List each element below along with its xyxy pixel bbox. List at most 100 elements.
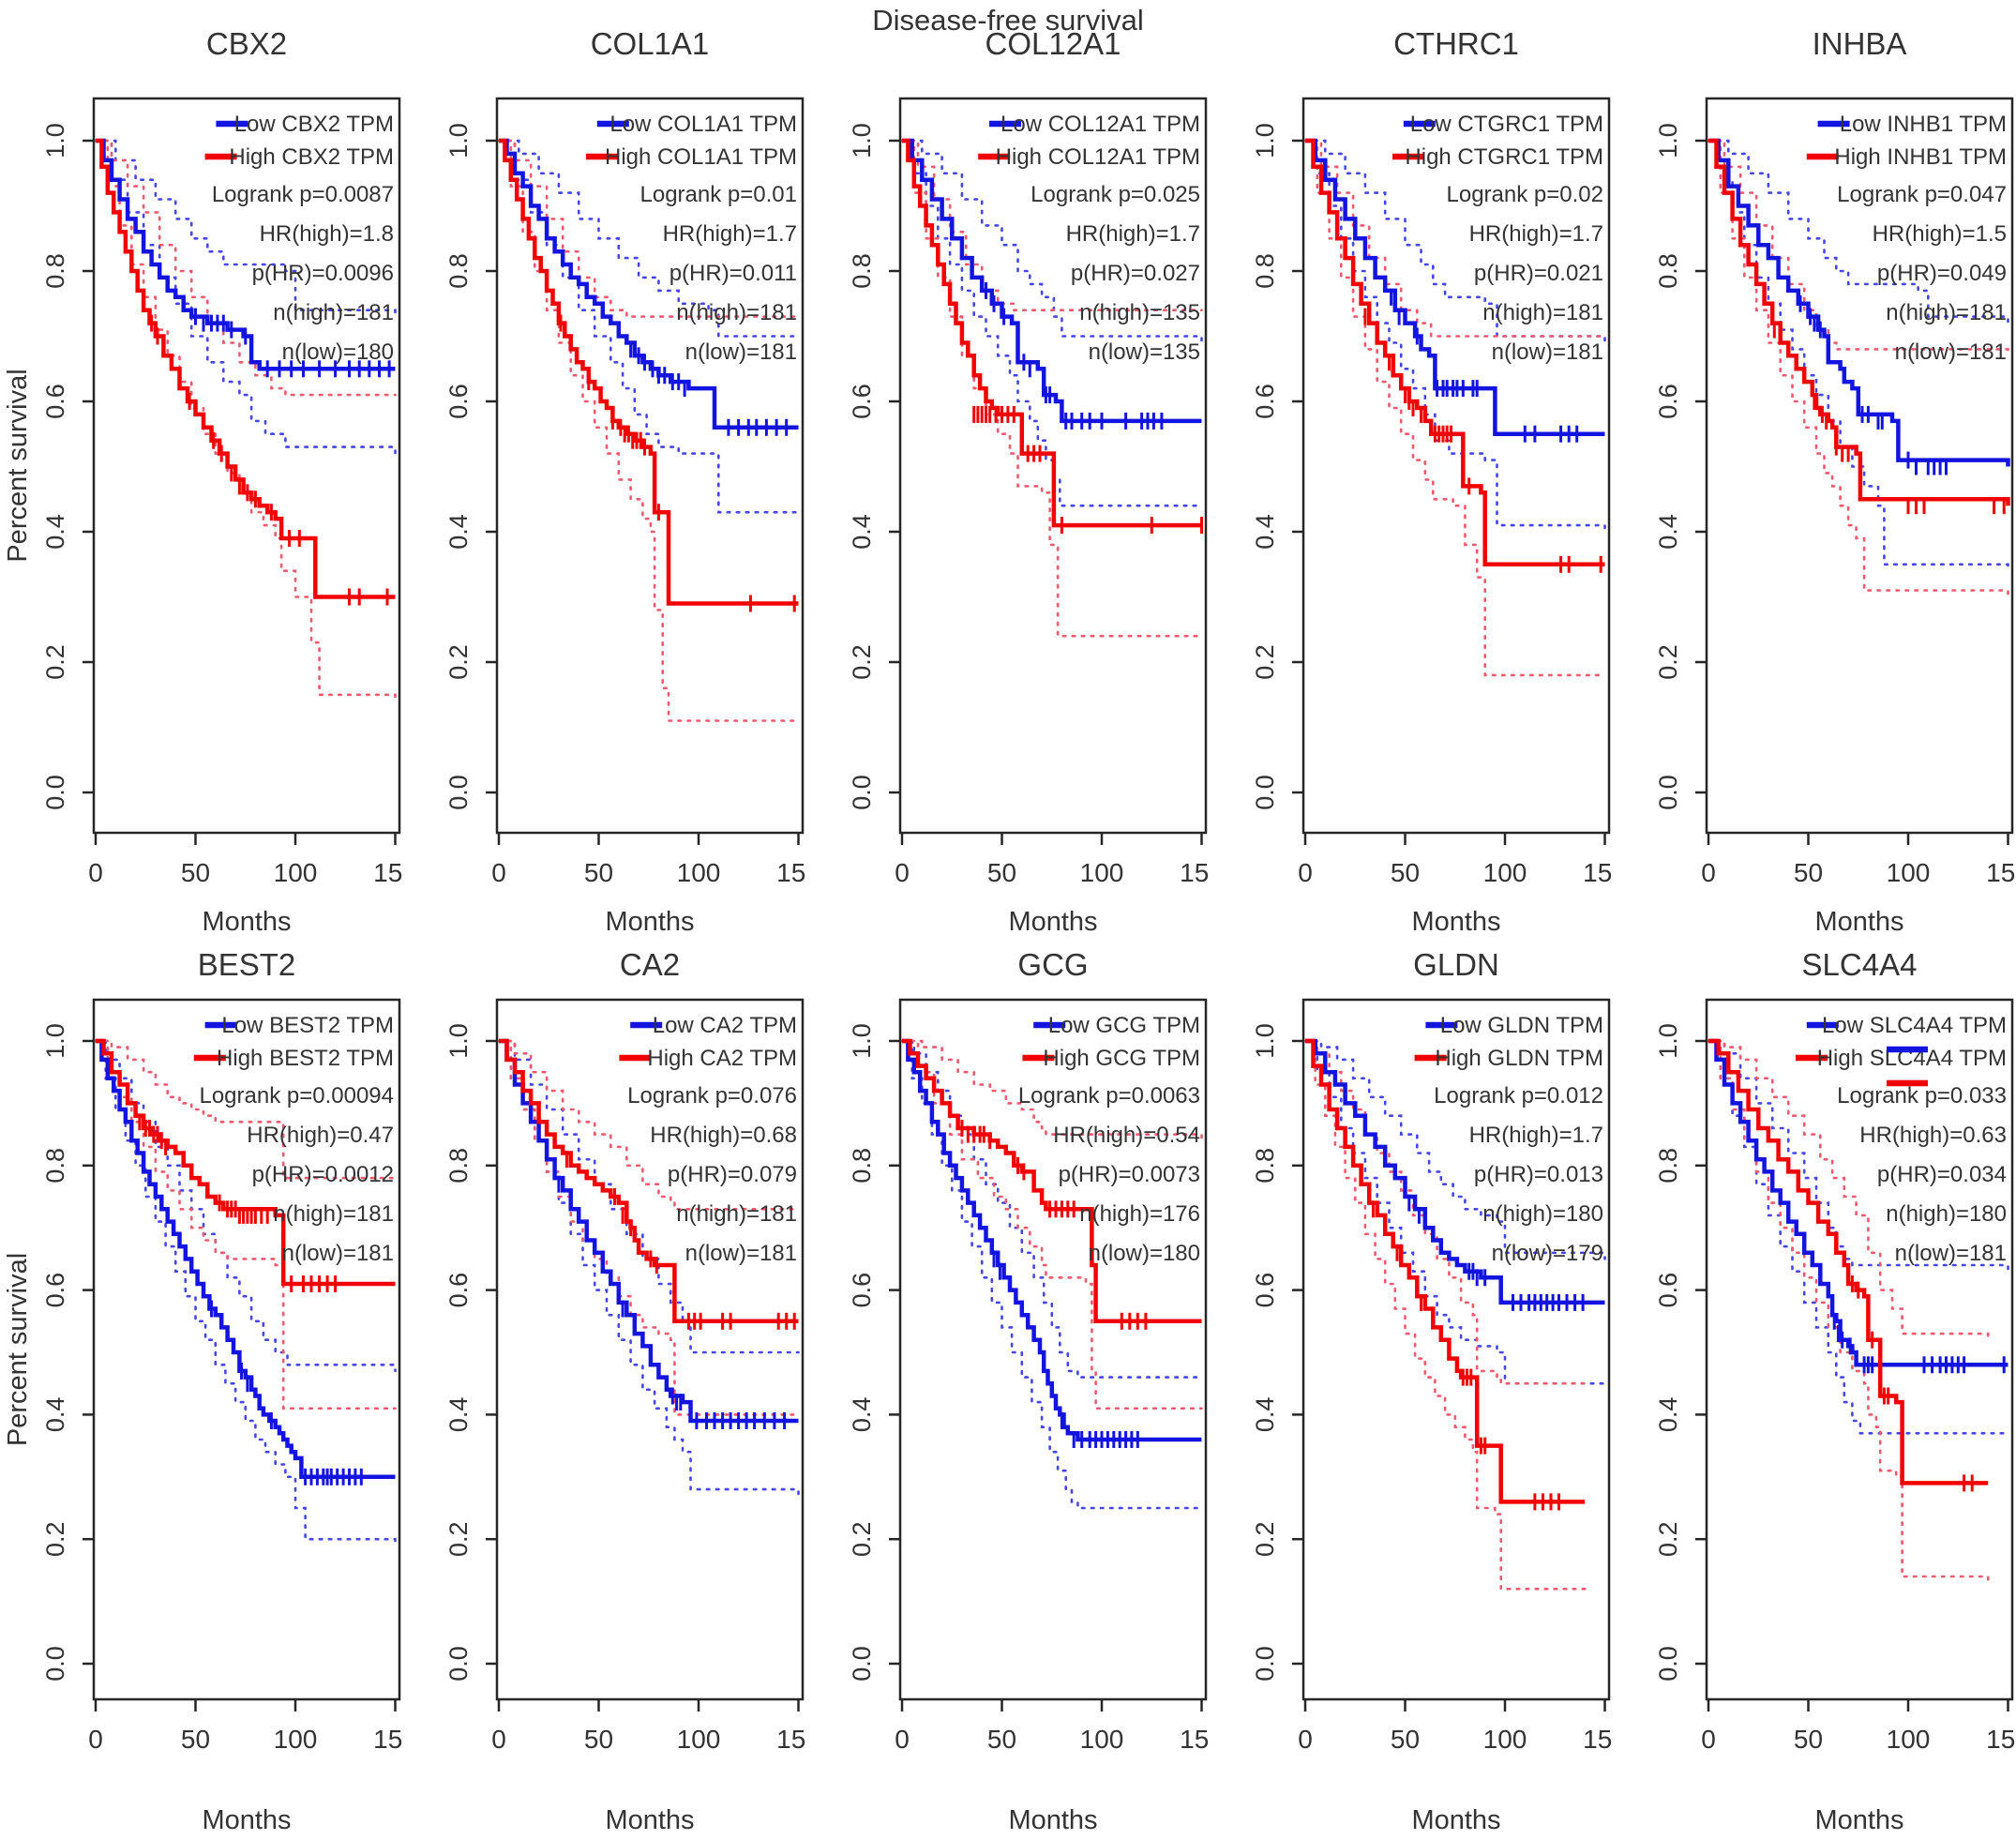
censor-ticks-high-COL12A1 — [972, 405, 1203, 535]
x-tick-label: 50 — [181, 858, 210, 887]
ci-upper-high-COL12A1 — [901, 139, 1203, 311]
y-tick-label: 0.2 — [848, 1521, 876, 1557]
legend-label-low-CTHRC1: Low CTGRC1 TPM — [1410, 112, 1603, 137]
legend-label-high-COL12A1: High COL12A1 TPM — [996, 144, 1200, 170]
x-axis-label-SLC4A4: Months — [1814, 1805, 1903, 1835]
stat-line-GCG-1: HR(high)=0.54 — [1053, 1123, 1200, 1148]
x-tick-label: 100 — [274, 858, 318, 887]
stat-line-COL1A1-2: p(HR)=0.011 — [669, 261, 797, 286]
x-tick-label: 50 — [584, 858, 613, 887]
stat-line-SLC4A4-0: Logrank p=0.033 — [1837, 1083, 2007, 1109]
y-tick-label: 0.2 — [848, 644, 876, 680]
x-tick-label: 50 — [987, 1725, 1016, 1754]
censor-ticks-low-COL12A1 — [985, 281, 1164, 430]
y-tick-label: 1.0 — [1654, 1023, 1682, 1059]
ci-lower-high-INHBA — [1708, 139, 2009, 598]
censor-ticks-low-INHBA — [1798, 294, 1948, 475]
censor-ticks-low-GLDN — [1407, 1194, 1585, 1311]
y-tick-label: 1.0 — [444, 123, 473, 158]
ci-lower-low-CBX2 — [95, 139, 397, 455]
ci-upper-low-GCG — [901, 1039, 1203, 1379]
stat-line-CBX2-4: n(low)=180 — [282, 339, 394, 365]
stat-line-COL1A1-1: HR(high)=1.7 — [663, 221, 797, 247]
km-curve-high-INHBA — [1708, 138, 2010, 506]
y-tick-label: 0.8 — [1251, 253, 1279, 289]
x-tick-label: 150 — [373, 1725, 403, 1754]
stat-line-BEST2-1: HR(high)=0.47 — [247, 1123, 394, 1148]
stat-line-CA2-0: Logrank p=0.076 — [627, 1083, 797, 1109]
x-tick-label: 50 — [987, 858, 1016, 887]
y-tick-label: 1.0 — [848, 1023, 876, 1059]
legend-label-low-INHBA: Low INHB1 TPM — [1840, 112, 2007, 137]
curves-CTHRC1 — [1304, 138, 1606, 677]
x-tick-label: 0 — [88, 858, 103, 887]
censor-ticks-high-INHBA — [1772, 321, 2006, 515]
stat-line-CTHRC1-1: HR(high)=1.7 — [1469, 221, 1603, 247]
ci-upper-low-GLDN — [1304, 1039, 1606, 1260]
x-tick-label: 0 — [88, 1725, 103, 1754]
plot-box-CTHRC1 — [1301, 97, 1611, 835]
plot-box-CBX2 — [92, 97, 401, 835]
legend-label-high-CTHRC1: High CTGRC1 TPM — [1405, 144, 1603, 170]
x-tick-label: 100 — [1887, 858, 1931, 887]
x-tick-label: 100 — [677, 1725, 721, 1754]
y-tick-label: 0.0 — [1251, 1646, 1279, 1682]
x-tick-label: 0 — [1701, 858, 1716, 887]
stat-line-SLC4A4-4: n(low)=181 — [1895, 1241, 2007, 1266]
curves-BEST2 — [95, 1038, 397, 1547]
y-tick-label: 0.0 — [848, 775, 876, 810]
legend-label-high-INHBA: High INHB1 TPM — [1834, 144, 2007, 170]
curves-COL12A1 — [901, 138, 1203, 638]
plot-title-BEST2: BEST2 — [198, 947, 296, 982]
km-plot-BEST2: BEST2 0 50 100 150 1.0 0.8 0.6 0.4 0.2 0.0 Months Pe… — [3, 947, 403, 1835]
x-tick-label: 0 — [1298, 858, 1313, 887]
stat-line-SLC4A4-1: HR(high)=0.63 — [1859, 1123, 2007, 1148]
x-axis-label-INHBA: Months — [1814, 907, 1903, 937]
x-tick-label: 0 — [1298, 1725, 1313, 1754]
y-tick-label: 0.6 — [1251, 1273, 1279, 1308]
y-tick-label: 0.4 — [41, 514, 69, 550]
km-curve-high-COL1A1 — [499, 138, 799, 606]
x-tick-label: 100 — [274, 1725, 318, 1754]
x-tick-label: 100 — [1080, 1725, 1124, 1754]
x-tick-label: 150 — [776, 1725, 806, 1754]
ci-upper-low-CA2 — [498, 1039, 800, 1354]
legend-label-high-CA2: High CA2 TPM — [647, 1046, 797, 1071]
curves-SLC4A4 — [1708, 1038, 2009, 1584]
y-tick-label: 1.0 — [41, 123, 69, 158]
y-tick-label: 1.0 — [41, 1023, 69, 1059]
x-tick-label: 150 — [1583, 1725, 1613, 1754]
x-tick-label: 0 — [491, 858, 506, 887]
censor-ticks-high-CBX2 — [150, 314, 389, 606]
ci-upper-low-SLC4A4 — [1708, 1039, 2009, 1273]
censor-ticks-high-COL1A1 — [559, 314, 796, 612]
x-tick-label: 150 — [1180, 858, 1210, 887]
km-plot-GLDN: GLDN 0 50 100 150 1.0 0.8 0.6 0.4 0.2 0.0 Months Low… — [1251, 947, 1613, 1835]
stat-line-COL12A1-0: Logrank p=0.025 — [1031, 182, 1200, 207]
stat-line-GCG-4: n(low)=180 — [1089, 1241, 1200, 1266]
censor-ticks-low-CBX2 — [194, 308, 391, 378]
stat-line-COL1A1-3: n(high)=181 — [676, 300, 797, 325]
ci-lower-high-CTHRC1 — [1304, 139, 1606, 677]
y-tick-label: 0.6 — [41, 1273, 69, 1308]
y-axis-label: Percent survival — [3, 1253, 33, 1446]
stat-line-INHBA-2: p(HR)=0.049 — [1877, 261, 2007, 286]
y-tick-label: 0.2 — [41, 644, 69, 680]
y-tick-label: 0.6 — [848, 1273, 876, 1308]
legend-label-low-CA2: Low CA2 TPM — [653, 1013, 797, 1038]
y-tick-label: 1.0 — [1654, 123, 1682, 158]
stat-line-CA2-1: HR(high)=0.68 — [650, 1123, 797, 1148]
ci-lower-low-BEST2 — [95, 1039, 397, 1547]
km-plot-CTHRC1: CTHRC1 0 50 100 150 1.0 0.8 0.6 0.4 0.2 0.0 Months L… — [1251, 26, 1613, 937]
legend-label-low-BEST2: Low BEST2 TPM — [221, 1013, 394, 1038]
stat-line-INHBA-3: n(high)=181 — [1886, 300, 2007, 325]
y-tick-label: 1.0 — [1251, 1023, 1279, 1059]
y-tick-label: 0.2 — [1654, 1521, 1682, 1557]
plot-title-COL1A1: COL1A1 — [591, 26, 710, 61]
x-axis-label-CBX2: Months — [202, 907, 291, 937]
y-tick-label: 0.2 — [444, 644, 473, 680]
stat-line-COL12A1-3: n(high)=135 — [1079, 300, 1200, 325]
ci-upper-low-CBX2 — [95, 139, 397, 318]
stat-line-INHBA-0: Logrank p=0.047 — [1837, 182, 2007, 207]
